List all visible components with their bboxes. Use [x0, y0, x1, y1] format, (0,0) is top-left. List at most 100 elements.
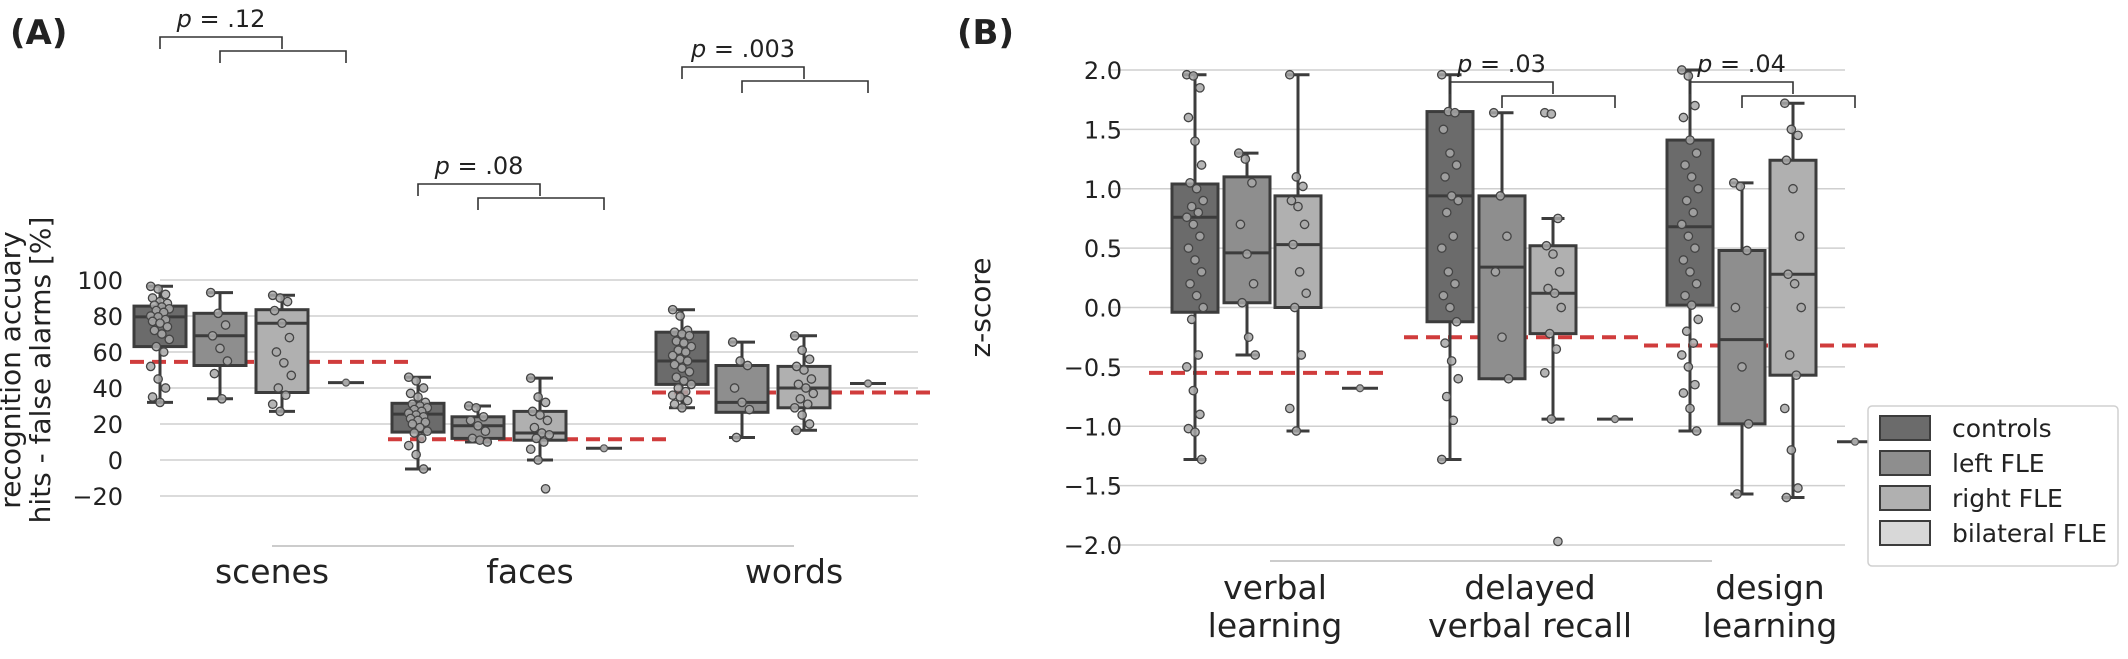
- y-tick-label: 20: [92, 411, 123, 439]
- data-point: [1237, 297, 1247, 308]
- data-point: [1453, 195, 1464, 206]
- y-tick-label: −2.0: [1064, 532, 1122, 560]
- data-point: [1183, 243, 1194, 253]
- data-point: [158, 347, 169, 357]
- data-point: [1445, 302, 1455, 313]
- data-point: [1193, 350, 1204, 360]
- data-point: [1191, 290, 1202, 301]
- data-point: [1553, 213, 1563, 224]
- data-point: [1503, 373, 1514, 384]
- data-point: [465, 415, 476, 426]
- legend-label: right FLE: [1952, 484, 2063, 513]
- category-label: scenes: [215, 552, 329, 591]
- data-point: [525, 444, 536, 455]
- data-point: [684, 366, 695, 377]
- y-axis-label: recognition accuary: [0, 231, 27, 508]
- data-point: [275, 406, 285, 417]
- data-point: [1188, 385, 1199, 396]
- category-label: faces: [486, 552, 573, 591]
- data-point: [1693, 183, 1704, 194]
- data-point: [1196, 454, 1207, 465]
- category-label: verbal recall: [1428, 606, 1632, 645]
- data-point: [409, 428, 420, 438]
- data-point: [273, 383, 284, 393]
- data-point: [1796, 302, 1807, 313]
- data-point: [1438, 124, 1449, 135]
- p-value-annotation: p = .08: [434, 152, 524, 180]
- data-point: [153, 374, 163, 384]
- data-point: [1453, 373, 1464, 384]
- data-point: [1779, 98, 1790, 109]
- data-point: [1441, 207, 1452, 218]
- data-point: [1686, 172, 1697, 182]
- data-point: [1548, 249, 1558, 259]
- y-tick-label: −1.0: [1064, 413, 1122, 441]
- data-point: [731, 432, 742, 443]
- category-label: delayed: [1464, 568, 1595, 607]
- data-point: [540, 483, 551, 494]
- data-point: [1355, 384, 1365, 393]
- data-point: [1443, 267, 1454, 277]
- data-point: [1195, 409, 1205, 420]
- data-point: [1186, 201, 1197, 212]
- data-point: [1191, 183, 1202, 194]
- data-point: [1688, 207, 1699, 218]
- data-point: [1779, 403, 1790, 414]
- panel-a: (A) 100 80 60 40 20 0 −20 recognition accuaryhit…: [0, 5, 936, 591]
- y-tick-label: 40: [92, 375, 123, 403]
- y-tick-label: 80: [92, 303, 123, 331]
- significance-bracket: [741, 80, 869, 93]
- data-point: [213, 308, 223, 319]
- data-point: [413, 392, 423, 402]
- data-point: [675, 311, 685, 321]
- data-point: [416, 433, 427, 444]
- panel-label: (B): [957, 13, 1014, 53]
- data-point: [267, 399, 278, 410]
- data-point: [1683, 71, 1694, 81]
- data-point: [480, 426, 491, 437]
- data-point: [1446, 191, 1457, 201]
- data-point: [1539, 367, 1550, 378]
- data-point: [682, 395, 693, 406]
- data-point: [217, 393, 227, 404]
- data-point: [1446, 356, 1457, 366]
- data-point: [1681, 326, 1692, 337]
- data-point: [1436, 454, 1447, 465]
- data-point: [1743, 419, 1754, 429]
- significance-bracket: [219, 50, 347, 63]
- data-point: [1448, 231, 1459, 242]
- data-point: [1737, 362, 1747, 372]
- data-point: [1685, 135, 1695, 145]
- data-point: [1188, 71, 1199, 81]
- legend-swatch: [1879, 415, 1931, 441]
- box-controls: [1425, 110, 1475, 324]
- data-point: [1289, 302, 1300, 313]
- data-point: [806, 374, 817, 384]
- data-point: [735, 356, 745, 366]
- data-point: [1288, 239, 1298, 250]
- data-point: [1786, 124, 1797, 135]
- data-point: [418, 464, 429, 474]
- data-point: [1680, 290, 1690, 301]
- data-point: [682, 356, 693, 366]
- data-point: [1181, 362, 1192, 372]
- data-point: [727, 337, 738, 347]
- data-point: [801, 383, 811, 393]
- significance-bracket: [1501, 95, 1616, 108]
- data-point: [1546, 414, 1557, 424]
- data-point: [1438, 290, 1449, 301]
- data-point: [1794, 231, 1805, 242]
- p-value-annotation: p = .03: [1456, 50, 1546, 78]
- data-point: [1240, 154, 1251, 164]
- data-point: [277, 318, 287, 329]
- y-tick-label: 0.5: [1084, 235, 1122, 263]
- data-point: [280, 390, 291, 401]
- data-point: [155, 397, 165, 408]
- data-point: [789, 402, 800, 413]
- data-point: [271, 347, 282, 357]
- data-point: [153, 284, 163, 294]
- panel-label: (A): [10, 13, 67, 53]
- p-value-annotation: p = .12: [176, 5, 266, 33]
- data-point: [729, 383, 740, 393]
